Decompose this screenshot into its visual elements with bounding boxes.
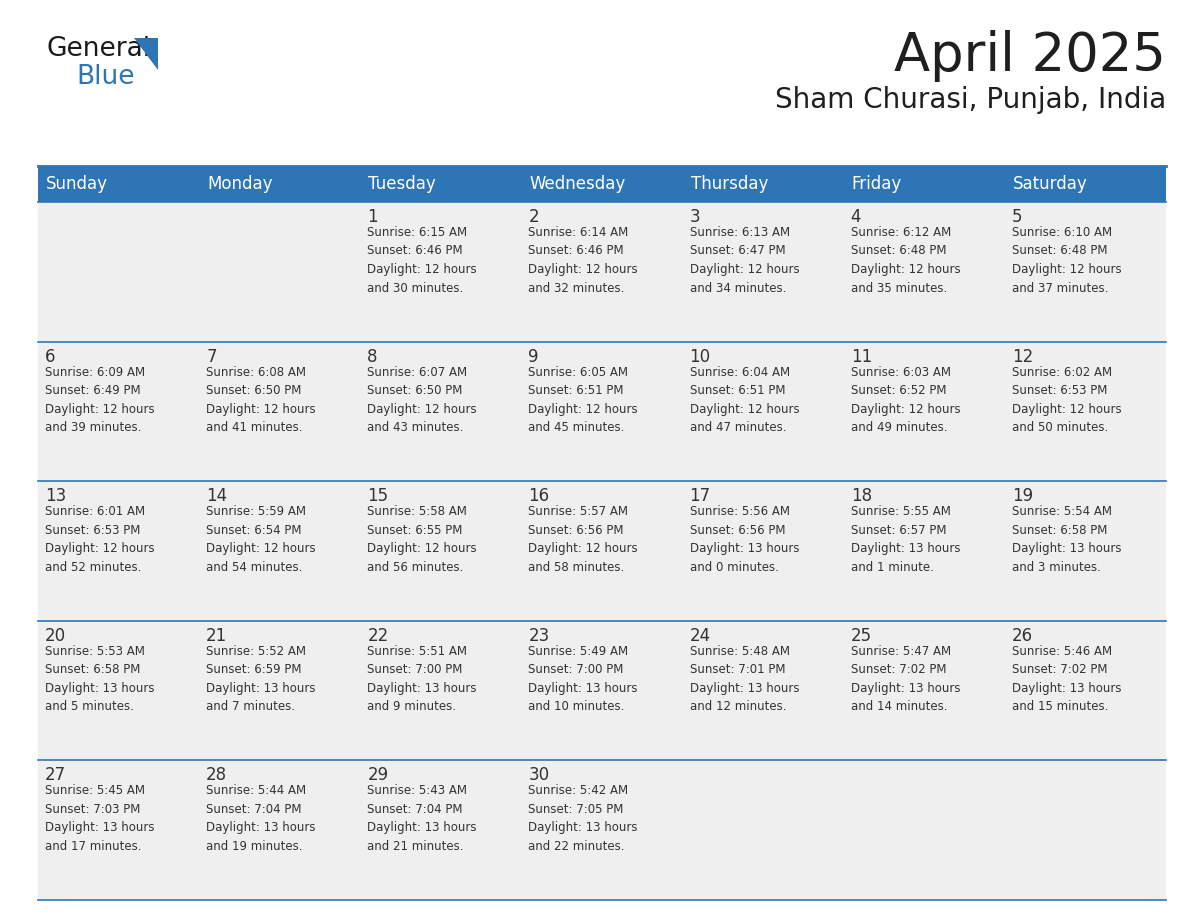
Text: Tuesday: Tuesday xyxy=(368,175,436,193)
Text: 19: 19 xyxy=(1012,487,1034,505)
Text: Sunrise: 5:58 AM
Sunset: 6:55 PM
Daylight: 12 hours
and 56 minutes.: Sunrise: 5:58 AM Sunset: 6:55 PM Dayligh… xyxy=(367,505,476,574)
Text: Sunrise: 5:59 AM
Sunset: 6:54 PM
Daylight: 12 hours
and 54 minutes.: Sunrise: 5:59 AM Sunset: 6:54 PM Dayligh… xyxy=(207,505,316,574)
Text: Sunrise: 5:54 AM
Sunset: 6:58 PM
Daylight: 13 hours
and 3 minutes.: Sunrise: 5:54 AM Sunset: 6:58 PM Dayligh… xyxy=(1012,505,1121,574)
Text: Sunrise: 5:43 AM
Sunset: 7:04 PM
Daylight: 13 hours
and 21 minutes.: Sunrise: 5:43 AM Sunset: 7:04 PM Dayligh… xyxy=(367,784,476,853)
Text: Sunrise: 5:47 AM
Sunset: 7:02 PM
Daylight: 13 hours
and 14 minutes.: Sunrise: 5:47 AM Sunset: 7:02 PM Dayligh… xyxy=(851,644,960,713)
Text: Sunrise: 6:15 AM
Sunset: 6:46 PM
Daylight: 12 hours
and 30 minutes.: Sunrise: 6:15 AM Sunset: 6:46 PM Dayligh… xyxy=(367,226,476,295)
Text: 12: 12 xyxy=(1012,348,1034,365)
Text: Sunrise: 6:09 AM
Sunset: 6:49 PM
Daylight: 12 hours
and 39 minutes.: Sunrise: 6:09 AM Sunset: 6:49 PM Dayligh… xyxy=(45,365,154,434)
Text: 11: 11 xyxy=(851,348,872,365)
Text: 15: 15 xyxy=(367,487,388,505)
Text: Sunrise: 6:02 AM
Sunset: 6:53 PM
Daylight: 12 hours
and 50 minutes.: Sunrise: 6:02 AM Sunset: 6:53 PM Dayligh… xyxy=(1012,365,1121,434)
Text: 14: 14 xyxy=(207,487,227,505)
Text: Wednesday: Wednesday xyxy=(530,175,626,193)
Text: April 2025: April 2025 xyxy=(895,30,1165,82)
Text: Sunrise: 5:46 AM
Sunset: 7:02 PM
Daylight: 13 hours
and 15 minutes.: Sunrise: 5:46 AM Sunset: 7:02 PM Dayligh… xyxy=(1012,644,1121,713)
Text: Sunrise: 5:44 AM
Sunset: 7:04 PM
Daylight: 13 hours
and 19 minutes.: Sunrise: 5:44 AM Sunset: 7:04 PM Dayligh… xyxy=(207,784,316,853)
Text: 28: 28 xyxy=(207,767,227,784)
Text: Blue: Blue xyxy=(76,64,134,90)
Text: 18: 18 xyxy=(851,487,872,505)
Bar xyxy=(38,481,1165,621)
Text: 16: 16 xyxy=(529,487,550,505)
Text: Sunrise: 5:56 AM
Sunset: 6:56 PM
Daylight: 13 hours
and 0 minutes.: Sunrise: 5:56 AM Sunset: 6:56 PM Dayligh… xyxy=(689,505,800,574)
Text: Sunrise: 6:08 AM
Sunset: 6:50 PM
Daylight: 12 hours
and 41 minutes.: Sunrise: 6:08 AM Sunset: 6:50 PM Dayligh… xyxy=(207,365,316,434)
Polygon shape xyxy=(134,38,158,70)
Text: 13: 13 xyxy=(45,487,67,505)
Text: 17: 17 xyxy=(689,487,710,505)
Text: Sunrise: 5:51 AM
Sunset: 7:00 PM
Daylight: 13 hours
and 9 minutes.: Sunrise: 5:51 AM Sunset: 7:00 PM Dayligh… xyxy=(367,644,476,713)
Text: 2: 2 xyxy=(529,208,539,226)
Text: Sunrise: 6:12 AM
Sunset: 6:48 PM
Daylight: 12 hours
and 35 minutes.: Sunrise: 6:12 AM Sunset: 6:48 PM Dayligh… xyxy=(851,226,960,295)
Text: 21: 21 xyxy=(207,627,227,644)
Text: Sunrise: 5:42 AM
Sunset: 7:05 PM
Daylight: 13 hours
and 22 minutes.: Sunrise: 5:42 AM Sunset: 7:05 PM Dayligh… xyxy=(529,784,638,853)
Bar xyxy=(38,341,1165,481)
Bar xyxy=(38,202,1165,341)
Text: Sunrise: 6:05 AM
Sunset: 6:51 PM
Daylight: 12 hours
and 45 minutes.: Sunrise: 6:05 AM Sunset: 6:51 PM Dayligh… xyxy=(529,365,638,434)
Text: Sunrise: 6:04 AM
Sunset: 6:51 PM
Daylight: 12 hours
and 47 minutes.: Sunrise: 6:04 AM Sunset: 6:51 PM Dayligh… xyxy=(689,365,800,434)
Text: Sunrise: 6:07 AM
Sunset: 6:50 PM
Daylight: 12 hours
and 43 minutes.: Sunrise: 6:07 AM Sunset: 6:50 PM Dayligh… xyxy=(367,365,476,434)
Text: General: General xyxy=(46,36,150,62)
Text: Friday: Friday xyxy=(852,175,902,193)
Text: Sunrise: 6:01 AM
Sunset: 6:53 PM
Daylight: 12 hours
and 52 minutes.: Sunrise: 6:01 AM Sunset: 6:53 PM Dayligh… xyxy=(45,505,154,574)
Text: Sunrise: 5:49 AM
Sunset: 7:00 PM
Daylight: 13 hours
and 10 minutes.: Sunrise: 5:49 AM Sunset: 7:00 PM Dayligh… xyxy=(529,644,638,713)
Text: 6: 6 xyxy=(45,348,56,365)
Text: 10: 10 xyxy=(689,348,710,365)
Text: Sunrise: 5:45 AM
Sunset: 7:03 PM
Daylight: 13 hours
and 17 minutes.: Sunrise: 5:45 AM Sunset: 7:03 PM Dayligh… xyxy=(45,784,154,853)
Text: 1: 1 xyxy=(367,208,378,226)
Text: Sham Churasi, Punjab, India: Sham Churasi, Punjab, India xyxy=(775,86,1165,114)
Text: 7: 7 xyxy=(207,348,216,365)
Text: Sunrise: 6:03 AM
Sunset: 6:52 PM
Daylight: 12 hours
and 49 minutes.: Sunrise: 6:03 AM Sunset: 6:52 PM Dayligh… xyxy=(851,365,960,434)
Text: 29: 29 xyxy=(367,767,388,784)
Bar xyxy=(38,166,1165,202)
Text: 27: 27 xyxy=(45,767,67,784)
Text: 22: 22 xyxy=(367,627,388,644)
Text: Sunrise: 6:10 AM
Sunset: 6:48 PM
Daylight: 12 hours
and 37 minutes.: Sunrise: 6:10 AM Sunset: 6:48 PM Dayligh… xyxy=(1012,226,1121,295)
Text: 20: 20 xyxy=(45,627,67,644)
Text: Saturday: Saturday xyxy=(1013,175,1087,193)
Text: 23: 23 xyxy=(529,627,550,644)
Text: 25: 25 xyxy=(851,627,872,644)
Text: Sunrise: 5:52 AM
Sunset: 6:59 PM
Daylight: 13 hours
and 7 minutes.: Sunrise: 5:52 AM Sunset: 6:59 PM Dayligh… xyxy=(207,644,316,713)
Text: 26: 26 xyxy=(1012,627,1034,644)
Text: 8: 8 xyxy=(367,348,378,365)
Text: Sunrise: 5:57 AM
Sunset: 6:56 PM
Daylight: 12 hours
and 58 minutes.: Sunrise: 5:57 AM Sunset: 6:56 PM Dayligh… xyxy=(529,505,638,574)
Text: Monday: Monday xyxy=(207,175,272,193)
Bar xyxy=(38,760,1165,900)
Text: 30: 30 xyxy=(529,767,550,784)
Bar xyxy=(38,621,1165,760)
Text: Sunrise: 5:55 AM
Sunset: 6:57 PM
Daylight: 13 hours
and 1 minute.: Sunrise: 5:55 AM Sunset: 6:57 PM Dayligh… xyxy=(851,505,960,574)
Text: 24: 24 xyxy=(689,627,710,644)
Text: 9: 9 xyxy=(529,348,539,365)
Text: Sunday: Sunday xyxy=(46,175,108,193)
Text: Sunrise: 6:13 AM
Sunset: 6:47 PM
Daylight: 12 hours
and 34 minutes.: Sunrise: 6:13 AM Sunset: 6:47 PM Dayligh… xyxy=(689,226,800,295)
Text: 4: 4 xyxy=(851,208,861,226)
Text: 5: 5 xyxy=(1012,208,1023,226)
Text: Sunrise: 5:48 AM
Sunset: 7:01 PM
Daylight: 13 hours
and 12 minutes.: Sunrise: 5:48 AM Sunset: 7:01 PM Dayligh… xyxy=(689,644,800,713)
Text: Sunrise: 5:53 AM
Sunset: 6:58 PM
Daylight: 13 hours
and 5 minutes.: Sunrise: 5:53 AM Sunset: 6:58 PM Dayligh… xyxy=(45,644,154,713)
Text: Sunrise: 6:14 AM
Sunset: 6:46 PM
Daylight: 12 hours
and 32 minutes.: Sunrise: 6:14 AM Sunset: 6:46 PM Dayligh… xyxy=(529,226,638,295)
Text: Thursday: Thursday xyxy=(690,175,767,193)
Text: 3: 3 xyxy=(689,208,700,226)
